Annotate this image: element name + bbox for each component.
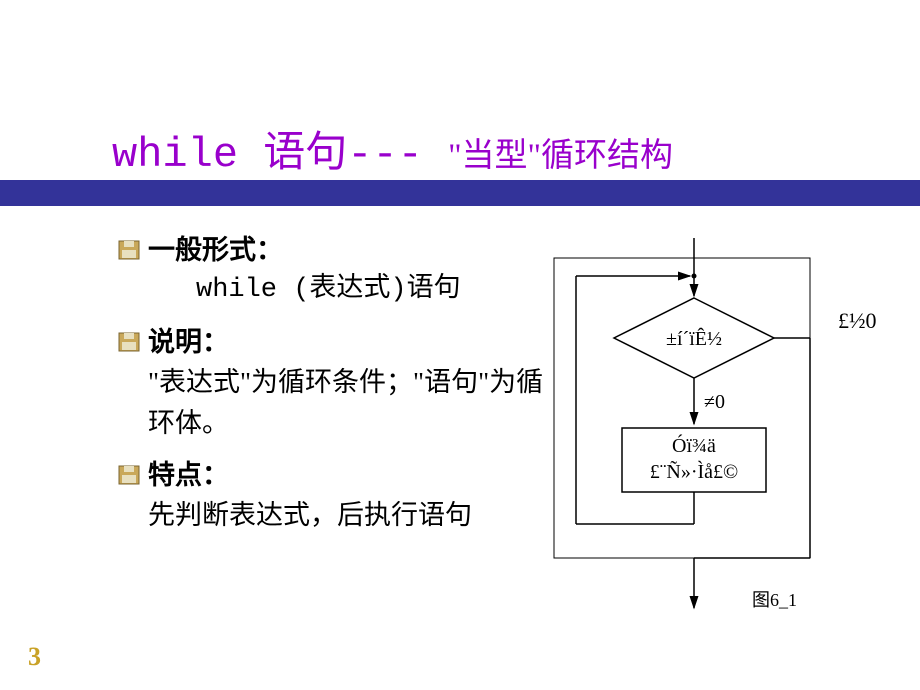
bullet-2-label: 说明： — [148, 324, 229, 362]
bullet-2: 说明： — [118, 324, 548, 362]
title-dashes: --- — [347, 131, 448, 179]
bullet-3-sub: 先判断表达式，后执行语句 — [148, 495, 548, 536]
figure-caption: 图6_1 — [752, 586, 797, 612]
flowchart-diagram: ±í´ïÊ½ £½0 ≠0 Óï¾ä £¨Ñ­»·Ìå£© 图6_1 — [552, 238, 892, 608]
title-part1: while 语句 — [112, 131, 347, 179]
bullet-1: 一般形式： — [118, 232, 548, 270]
disk-icon — [118, 332, 140, 352]
label-neq-zero: ≠0 — [704, 391, 725, 413]
slide-title: while 语句--- "当型"循环结构 — [112, 118, 832, 179]
page-number: 3 — [28, 642, 41, 672]
body-content: 一般形式： while (表达式)语句 说明： "表达式"为循环条件；"语句"为… — [118, 226, 548, 535]
disk-icon — [118, 240, 140, 260]
box-line1: Óï¾ä — [672, 433, 716, 457]
bullet-1-label: 一般形式： — [148, 232, 283, 270]
title-underline-bar — [0, 180, 920, 206]
title-part2: "当型"循环结构 — [448, 138, 673, 174]
bullet-3: 特点： — [118, 457, 548, 495]
slide: while 语句--- "当型"循环结构 一般形式： while (表达式)语句 — [0, 0, 920, 690]
bullet-1-sub: while (表达式)语句 — [196, 270, 548, 311]
disk-icon — [118, 465, 140, 485]
diamond-text: ±í´ïÊ½ — [666, 327, 722, 350]
box-line2: £¨Ñ­»·Ìå£© — [650, 459, 739, 483]
bullet-2-sub: "表达式"为循环条件；"语句"为循环体。 — [148, 362, 548, 443]
label-equal-zero: £½0 — [838, 308, 877, 333]
bullet-3-label: 特点： — [148, 457, 229, 495]
